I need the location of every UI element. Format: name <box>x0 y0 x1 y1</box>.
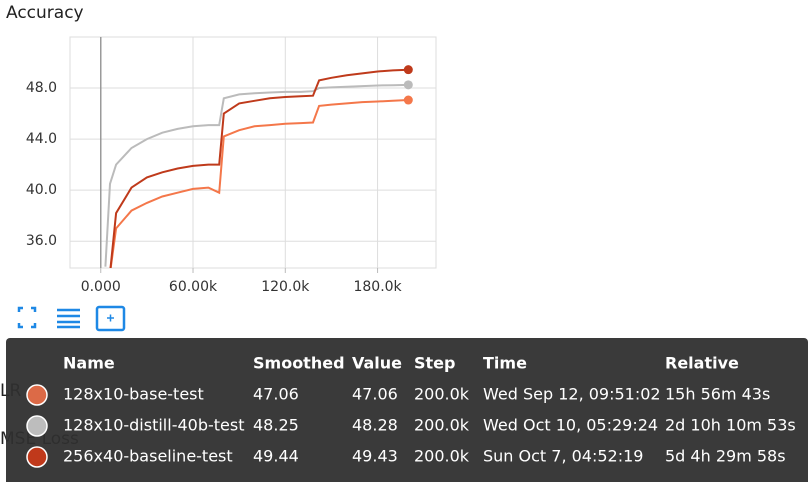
list-icon[interactable] <box>57 308 80 329</box>
endpoint-dot <box>403 65 413 75</box>
tooltip-cell: 2d 10h 10m 53s <box>665 416 796 435</box>
plot-frame <box>69 36 437 269</box>
tooltip-cell: 128x10-base-test <box>63 385 204 404</box>
fit-icon[interactable] <box>17 306 37 329</box>
tooltip-cell: 200.0k <box>414 416 470 435</box>
x-tick-label: 180.0k <box>353 279 402 295</box>
tooltip-cell: 200.0k <box>414 447 470 466</box>
series-line <box>104 83 409 267</box>
endpoint-dot <box>403 95 413 105</box>
column-header: Name <box>63 354 115 373</box>
column-header: Time <box>483 354 527 373</box>
tooltip-cell: 49.43 <box>352 447 398 466</box>
x-tick-label: 0.000 <box>81 279 121 295</box>
run-swatch <box>26 384 48 406</box>
column-header: Step <box>414 354 455 373</box>
x-tick-label: 60.00k <box>169 279 218 295</box>
series-line <box>109 99 409 268</box>
tooltip-cell: Wed Oct 10, 05:29:24 <box>483 416 658 435</box>
column-header: Relative <box>665 354 739 373</box>
tooltip-cell: Wed Sep 12, 09:51:02 <box>483 385 661 404</box>
tooltip-cell: 47.06 <box>352 385 398 404</box>
zoom-icon[interactable] <box>95 305 126 332</box>
tooltip-cell: 256x40-baseline-test <box>63 447 233 466</box>
toolbar[interactable] <box>17 305 126 332</box>
tooltip-cell: 128x10-distill-40b-test <box>63 416 244 435</box>
run-swatch <box>26 415 48 437</box>
tooltip-cell: 47.06 <box>253 385 299 404</box>
run-swatch <box>26 446 48 468</box>
tooltip-cell: 200.0k <box>414 385 470 404</box>
y-tick-label: 44.0 <box>26 131 57 147</box>
tooltip-cell: 15h 56m 43s <box>665 385 770 404</box>
column-header: Smoothed <box>253 354 345 373</box>
x-tick-label: 120.0k <box>261 279 310 295</box>
tooltip-cell: 5d 4h 29m 58s <box>665 447 786 466</box>
endpoint-dot <box>403 80 413 90</box>
series-line <box>109 68 409 268</box>
chart-title: Accuracy <box>6 3 84 23</box>
tooltip <box>6 338 808 482</box>
y-tick-label: 48.0 <box>26 80 57 96</box>
y-tick-label: 36.0 <box>26 233 57 249</box>
tooltip-cell: Sun Oct 7, 04:52:19 <box>483 447 643 466</box>
tooltip-cell: 49.44 <box>253 447 299 466</box>
y-tick-label: 40.0 <box>26 182 57 198</box>
column-header: Value <box>352 354 402 373</box>
zoom-icon-inner <box>107 314 114 322</box>
tooltip-cell: 48.25 <box>253 416 299 435</box>
tooltip-cell: 48.28 <box>352 416 398 435</box>
